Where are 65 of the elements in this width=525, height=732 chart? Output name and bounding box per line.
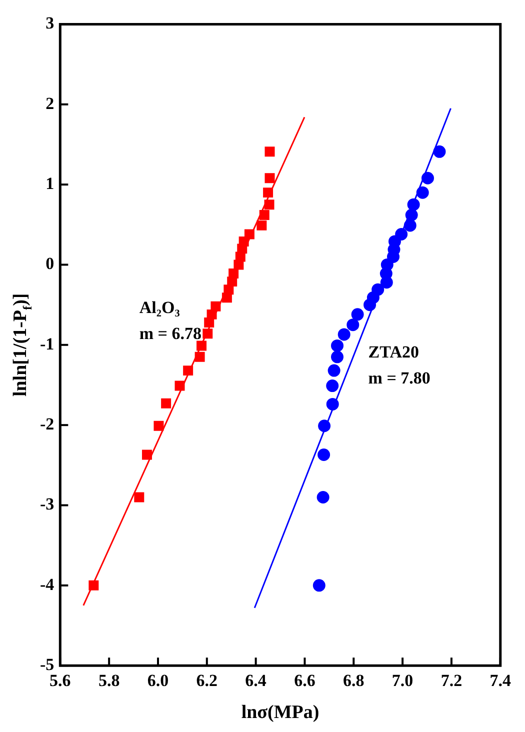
point xyxy=(331,350,344,364)
point xyxy=(318,420,331,432)
x-tick-label: 7.0 xyxy=(392,671,414,690)
x-tick-label: 6.4 xyxy=(245,671,267,690)
point xyxy=(264,146,275,157)
point xyxy=(326,380,339,392)
point xyxy=(404,219,416,232)
x-tick-label: 6.8 xyxy=(343,671,364,690)
y-tick-label: 1 xyxy=(46,174,54,193)
point xyxy=(161,398,172,408)
point xyxy=(318,448,330,461)
point xyxy=(328,364,340,377)
x-tick-label: 7.2 xyxy=(440,671,462,690)
point xyxy=(263,188,274,198)
point xyxy=(351,308,364,321)
point xyxy=(142,450,152,460)
x-tick-label: 5.8 xyxy=(98,671,120,690)
point xyxy=(338,328,350,341)
point xyxy=(264,173,275,184)
point xyxy=(88,580,99,590)
x-tick-label: 6.0 xyxy=(147,671,169,690)
point xyxy=(316,490,330,504)
point xyxy=(234,260,244,270)
series-label: ZTA20 xyxy=(368,342,420,362)
x-tick-label: 5.6 xyxy=(50,671,71,690)
point xyxy=(174,380,185,391)
point xyxy=(202,328,213,339)
annotation: m = 6.78 xyxy=(139,324,202,343)
point xyxy=(331,339,344,352)
point xyxy=(346,318,360,332)
y-tick-label: 2 xyxy=(46,94,54,113)
x-tick-label: 6.6 xyxy=(294,671,316,690)
y-axis-title: lnln[1/(1-Pf)] xyxy=(10,293,35,397)
series-label: Al₂O₃ xyxy=(139,298,180,317)
point xyxy=(196,340,207,351)
x-axis-title: lnσ(MPa) xyxy=(241,702,320,723)
y-tick-label: -2 xyxy=(40,414,54,434)
annotation: m = 7.80 xyxy=(368,368,430,388)
y-tick-label: 0 xyxy=(46,254,54,274)
point xyxy=(259,210,270,220)
point xyxy=(194,352,205,362)
point xyxy=(204,317,214,328)
point xyxy=(256,220,267,230)
point xyxy=(407,198,420,211)
y-tick-label: -5 xyxy=(40,654,54,674)
point xyxy=(416,186,429,199)
point xyxy=(405,208,418,222)
point xyxy=(222,292,232,303)
y-tick-label: -1 xyxy=(40,334,54,354)
point xyxy=(312,579,326,592)
point xyxy=(380,276,393,289)
point xyxy=(134,492,144,502)
point xyxy=(395,228,408,241)
point xyxy=(326,398,339,410)
point xyxy=(364,298,376,312)
point xyxy=(264,200,274,210)
point xyxy=(421,172,434,184)
x-tick-label: 6.2 xyxy=(196,671,218,690)
point xyxy=(183,366,194,376)
y-tick-label: 3 xyxy=(46,14,54,33)
point xyxy=(154,420,164,431)
x-tick-label: 7.4 xyxy=(490,671,512,690)
point xyxy=(433,145,446,158)
y-tick-label: -3 xyxy=(40,494,54,514)
y-tick-label: -4 xyxy=(40,574,55,594)
